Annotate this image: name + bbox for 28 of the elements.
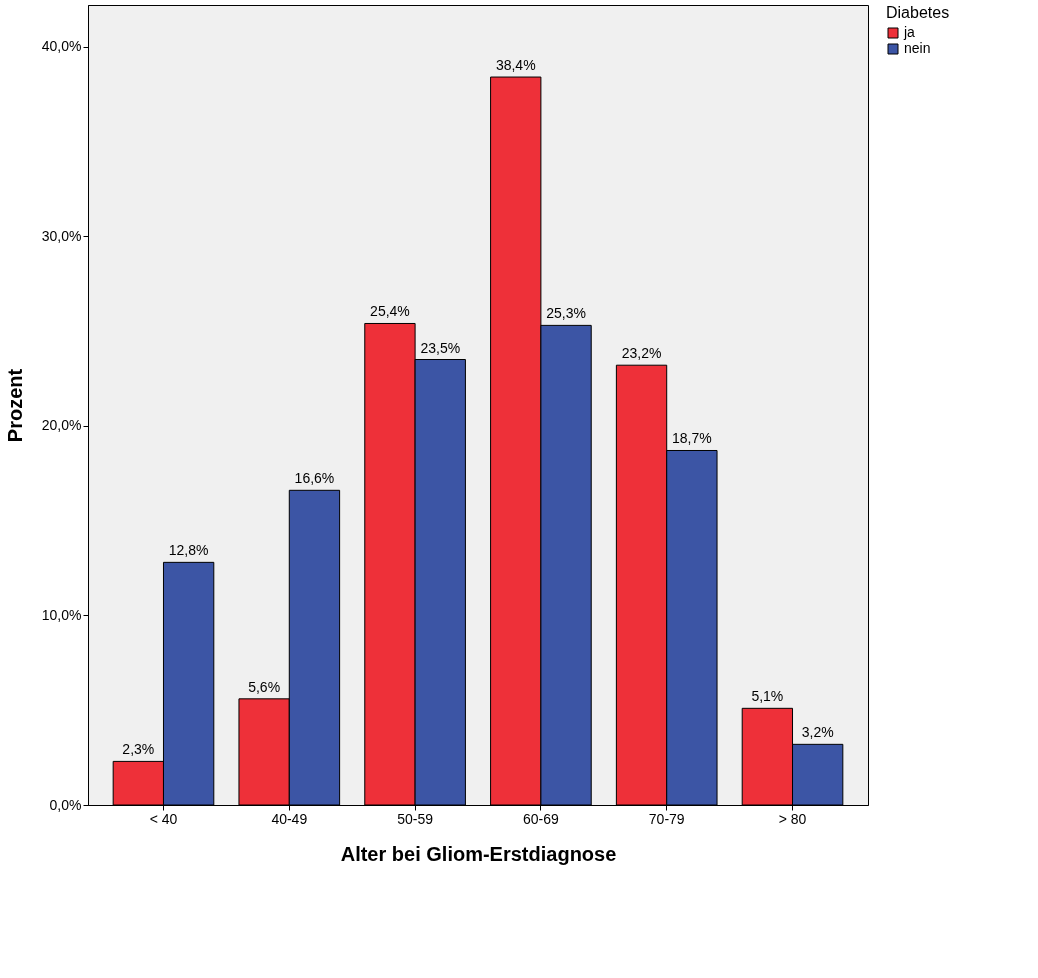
y-tick-label: 20,0%: [41, 417, 82, 434]
data-label: 18,7%: [672, 430, 712, 447]
x-tick-label: 60-69: [523, 810, 560, 827]
data-label: 25,3%: [546, 305, 586, 322]
data-label: 5,1%: [751, 688, 784, 705]
x-axis-title: Alter bei Gliom-Erstdiagnose: [340, 842, 617, 865]
data-label: 23,2%: [621, 345, 662, 362]
data-label: 3,2%: [801, 724, 834, 741]
data-label: 5,6%: [248, 678, 281, 695]
y-tick-label: 40,0%: [41, 38, 82, 55]
y-tick-label: 0,0%: [49, 796, 82, 813]
data-label: 16,6%: [294, 470, 335, 487]
data-label: 38,4%: [495, 57, 536, 74]
y-tick-label: 30,0%: [41, 227, 82, 244]
legend-label: nein: [904, 40, 931, 56]
legend-title: Diabetes: [886, 4, 950, 21]
data-label: 23,5%: [420, 339, 461, 356]
data-label: 2,3%: [122, 741, 155, 758]
x-tick-label: 40-49: [271, 810, 308, 827]
data-label: 25,4%: [370, 303, 410, 320]
y-tick-label: 10,0%: [41, 606, 82, 623]
x-tick-label: < 40: [149, 810, 178, 827]
data-label: 12,8%: [168, 542, 209, 559]
x-tick-label: 50-59: [397, 810, 434, 827]
y-axis-title: Prozent: [3, 368, 26, 443]
x-tick-label: 70-79: [648, 810, 685, 827]
x-tick-label: > 80: [778, 810, 807, 827]
legend-label: ja: [903, 24, 916, 40]
